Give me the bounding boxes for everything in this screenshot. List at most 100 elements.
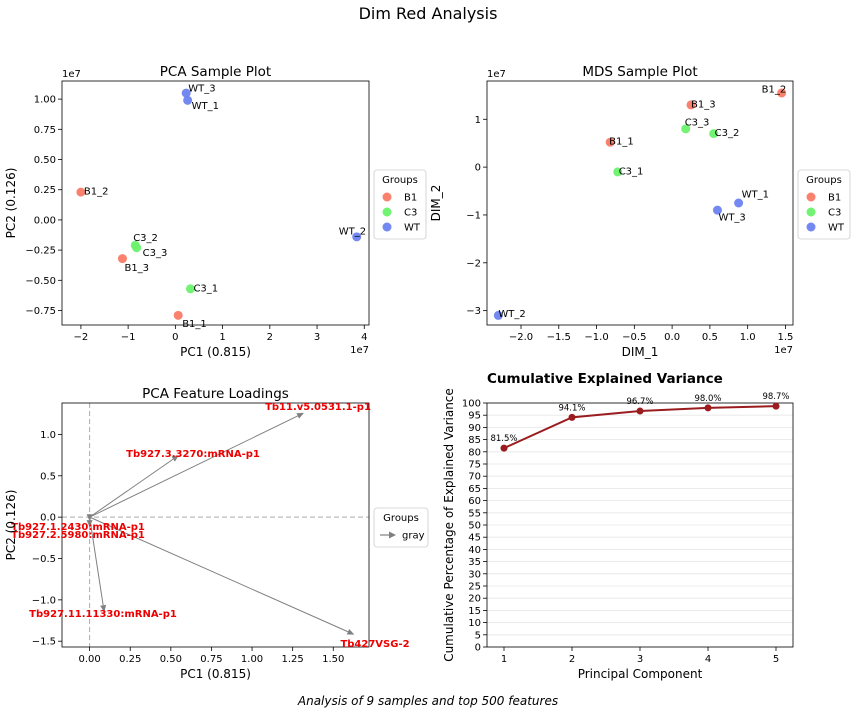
legend-title: Groups xyxy=(382,175,418,186)
x-tick-label: −2.0 xyxy=(509,332,533,343)
x-axis-label: PC1 (0.815) xyxy=(180,345,251,359)
point-label-wt_3: WT_3 xyxy=(188,84,215,95)
y-tick-label: 10 xyxy=(468,618,481,629)
variance-data-label: 94.1% xyxy=(558,403,585,413)
chart-title: PCA Sample Plot xyxy=(160,64,271,80)
x-tick-label: 1.5 xyxy=(777,332,793,343)
chart-title: PCA Feature Loadings xyxy=(142,386,289,402)
loading-label: Tb427VSG-2 xyxy=(340,639,409,650)
x-tick-label: −1.0 xyxy=(584,332,608,343)
y-tick-label: −0.75 xyxy=(25,306,56,317)
point-label-c3_3: C3_3 xyxy=(685,117,710,128)
point-label-b1_2: B1_2 xyxy=(762,84,787,95)
x-axis-label: PC1 (0.815) xyxy=(180,667,251,681)
y-tick-label: −0.25 xyxy=(25,246,56,257)
x-tick-label: 1 xyxy=(501,654,507,665)
point-label-b1_2: B1_2 xyxy=(84,187,109,198)
data-point-b1_3 xyxy=(118,254,127,263)
y-tick-label: 45 xyxy=(468,533,481,544)
y-tick-label: 0.50 xyxy=(34,155,56,166)
y-tick-label: 85 xyxy=(468,435,481,446)
variance-point-pc4 xyxy=(705,404,712,411)
y-tick-label: 0.25 xyxy=(34,185,56,196)
loading-label: Tb11.v5.0531.1-p1 xyxy=(265,402,371,413)
y-offset-label: 1e7 xyxy=(62,69,81,80)
figure-caption: Analysis of 9 samples and top 500 featur… xyxy=(0,694,856,708)
point-label-b1_3: B1_3 xyxy=(691,99,716,110)
y-tick-label: 75 xyxy=(468,460,481,471)
point-label-c3_2: C3_2 xyxy=(133,233,158,244)
y-tick-label: 0.75 xyxy=(34,125,56,136)
chart-title: Cumulative Explained Variance xyxy=(487,371,723,387)
x-tick-label: 1.0 xyxy=(740,332,756,343)
y-tick-label: 40 xyxy=(468,545,481,556)
y-tick-label: 0.00 xyxy=(34,215,56,226)
variance-point-pc5 xyxy=(773,403,780,410)
variance-point-pc1 xyxy=(501,445,508,452)
variance-data-label: 98.0% xyxy=(694,394,721,404)
point-label-wt_3: WT_3 xyxy=(718,213,745,224)
variance-chart: 0510152025303540455055606570758085909510… xyxy=(442,371,793,681)
y-tick-label: 90 xyxy=(468,423,481,434)
point-label-wt_2: WT_2 xyxy=(339,226,366,237)
y-tick-label: −1.5 xyxy=(32,637,56,648)
legend-label-gray: gray xyxy=(402,531,425,542)
x-tick-label: 0.75 xyxy=(200,654,222,665)
point-label-c3_1: C3_1 xyxy=(193,283,218,294)
loading-label: Tb927.2.5980:mRNA-p1 xyxy=(11,530,145,541)
plot-frame xyxy=(487,81,793,325)
y-tick-label: −0.50 xyxy=(25,276,56,287)
y-tick-label: 100 xyxy=(462,399,481,410)
y-tick-label: −1 xyxy=(466,210,481,221)
x-offset-label: 1e7 xyxy=(774,345,793,356)
x-tick-label: 1 xyxy=(219,332,225,343)
x-tick-label: −0.5 xyxy=(622,332,646,343)
point-label-b1_3: B1_3 xyxy=(124,263,149,274)
legend-marker xyxy=(383,193,392,202)
loading-label: Tb927.11.11330:mRNA-p1 xyxy=(29,609,177,620)
legend-marker xyxy=(383,223,392,232)
point-label-c3_3: C3_3 xyxy=(143,248,168,259)
variance-point-pc2 xyxy=(569,414,576,421)
y-axis-label: DIM_2 xyxy=(429,185,443,222)
variance-data-label: 98.7% xyxy=(762,392,789,402)
legend-title: Groups xyxy=(383,513,419,524)
x-axis-label: DIM_1 xyxy=(622,345,659,359)
y-tick-label: 5 xyxy=(475,630,481,641)
y-tick-label: −2 xyxy=(466,258,481,269)
x-tick-label: 2 xyxy=(267,332,273,343)
x-tick-label: 0.0 xyxy=(664,332,680,343)
x-tick-label: −2 xyxy=(74,332,89,343)
legend-marker xyxy=(807,208,816,217)
x-tick-label: 3 xyxy=(637,654,643,665)
x-tick-label: 3 xyxy=(314,332,320,343)
chart-title: MDS Sample Plot xyxy=(582,64,697,80)
loading-label: Tb927.3.3270:mRNA-p1 xyxy=(126,449,260,460)
y-tick-label: 1 xyxy=(475,115,481,126)
x-tick-label: 0.50 xyxy=(160,654,182,665)
y-tick-label: 60 xyxy=(468,496,481,507)
y-tick-label: 15 xyxy=(468,606,481,617)
legend-label-wt: WT xyxy=(404,223,421,234)
legend-marker xyxy=(807,193,816,202)
x-tick-label: −1 xyxy=(121,332,136,343)
x-axis-label: Principal Component xyxy=(578,667,703,681)
y-axis-label: PC2 (0.126) xyxy=(4,490,18,561)
point-label-wt_2: WT_2 xyxy=(498,309,525,320)
y-tick-label: −0.5 xyxy=(32,554,56,565)
x-tick-label: 1.00 xyxy=(241,654,263,665)
y-tick-label: 70 xyxy=(468,472,481,483)
y-tick-label: 80 xyxy=(468,447,481,458)
y-tick-label: 1.00 xyxy=(34,95,56,106)
x-tick-label: 1.50 xyxy=(322,654,344,665)
y-tick-label: −1.0 xyxy=(32,595,56,606)
y-tick-label: 0 xyxy=(475,643,481,654)
x-tick-label: 0.5 xyxy=(702,332,718,343)
y-offset-label: 1e7 xyxy=(487,69,506,80)
y-tick-label: 50 xyxy=(468,521,481,532)
y-axis-label: Cumulative Percentage of Explained Varia… xyxy=(442,388,456,662)
legend-label-c3: C3 xyxy=(404,208,417,219)
x-tick-label: 1.25 xyxy=(282,654,304,665)
x-tick-label: 5 xyxy=(773,654,779,665)
